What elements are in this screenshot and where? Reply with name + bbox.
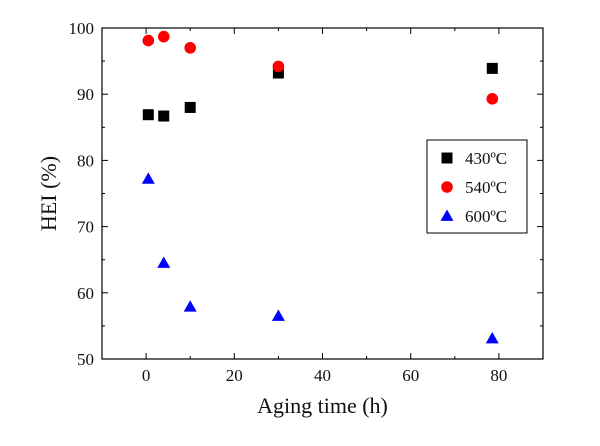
x-tick-label: 20: [226, 366, 243, 385]
y-tick-label: 100: [69, 19, 95, 38]
data-point-triangle: [157, 256, 171, 268]
legend-marker-circle: [441, 181, 453, 193]
data-point-circle: [184, 42, 196, 54]
data-point-triangle: [183, 300, 197, 312]
x-tick-label: 60: [402, 366, 419, 385]
data-point-triangle: [271, 309, 285, 321]
x-tick-label: 80: [490, 366, 507, 385]
data-point-circle: [272, 60, 285, 73]
legend-label: 600ºC: [465, 207, 507, 226]
x-tick-label: 0: [142, 366, 151, 385]
data-point-square: [486, 62, 498, 74]
y-tick-label: 70: [77, 218, 94, 237]
data-point-square: [184, 101, 196, 113]
data-point-triangle: [485, 331, 499, 344]
y-tick-label: 60: [77, 284, 94, 303]
data-point-square: [142, 109, 154, 121]
x-tick-label: 40: [314, 366, 331, 385]
y-tick-label: 50: [77, 350, 94, 369]
data-point-circle: [486, 93, 499, 105]
data-point-circle: [142, 34, 155, 47]
data-points: [141, 30, 499, 344]
legend: 430ºC 540ºC 600ºC: [426, 139, 528, 234]
legend-marker-triangle: [440, 209, 454, 221]
data-point-circle: [157, 30, 170, 43]
y-axis-title: HEI (%): [36, 156, 61, 231]
legend-marker-square: [441, 152, 453, 164]
data-point-square: [158, 110, 170, 122]
data-point-square: [272, 67, 284, 79]
axes: 0 20 40 60 80 50 60 70 80 90 100: [69, 19, 544, 385]
legend-label: 540ºC: [465, 178, 507, 197]
legend-label: 430ºC: [465, 149, 507, 168]
x-axis-title: Aging time (h): [257, 393, 388, 418]
data-point-triangle: [141, 172, 155, 184]
y-tick-label: 90: [77, 85, 94, 104]
y-tick-label: 80: [77, 151, 94, 170]
